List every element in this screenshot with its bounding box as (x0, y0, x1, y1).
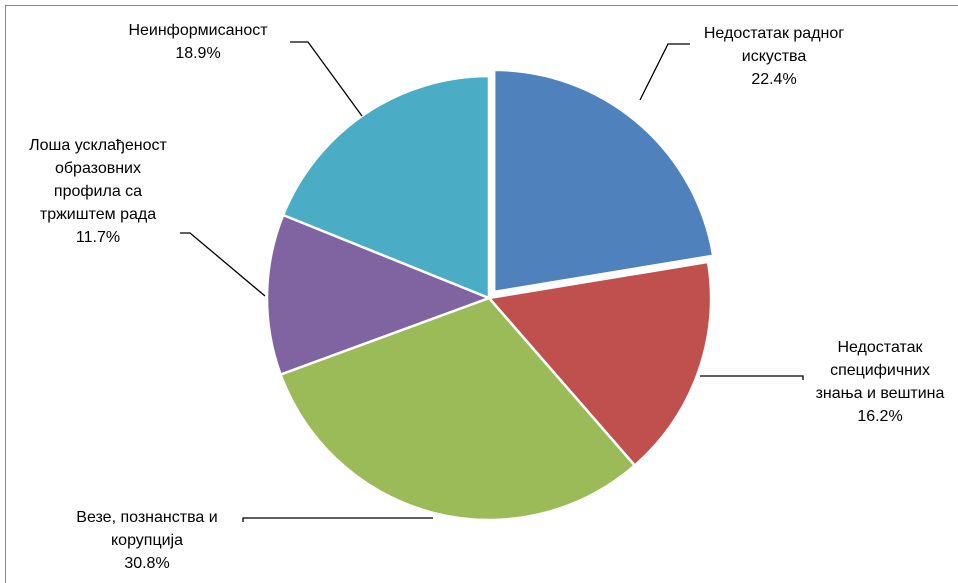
slice-category-label-4: Лоша усклађеност (29, 137, 167, 154)
slice-value-label-4: 11.7% (76, 229, 120, 246)
slice-category-label-1: Недостатак радног (704, 25, 844, 42)
pie-slice-2 (486, 260, 713, 468)
slice-category-label-2: специфичних (830, 362, 930, 379)
slice-value-label-5: 18.9% (175, 45, 220, 62)
slice-category-label-3: Везе, познанства и (76, 509, 217, 526)
slice-category-label-5: Неинформисаност (128, 22, 268, 39)
slice-category-label-3: корупција (111, 532, 183, 549)
leader-line-2 (700, 375, 804, 380)
slice-value-label-2: 16.2% (857, 408, 902, 425)
pie-slice-4 (265, 213, 493, 377)
slice-category-label-4: образовних (55, 160, 141, 177)
slice-category-label-4: тржиштем рада (40, 206, 156, 223)
leader-line-5 (290, 41, 363, 117)
slice-category-label-2: знања и вештина (816, 385, 945, 402)
pie-slice-1 (492, 68, 715, 294)
slice-value-label-1: 22.4% (751, 71, 796, 88)
leader-line-1 (639, 43, 690, 101)
leader-line-4 (180, 232, 266, 297)
leader-line-3 (242, 517, 433, 522)
pie-slice-5 (281, 74, 491, 300)
slice-category-label-1: искуства (742, 48, 807, 65)
slice-category-label-4: профила са (54, 183, 142, 200)
chart-border (5, 5, 958, 583)
slice-category-label-2: Недостатак (837, 339, 923, 356)
slice-value-label-3: 30.8% (124, 555, 169, 572)
pie-slice-3 (278, 296, 637, 522)
